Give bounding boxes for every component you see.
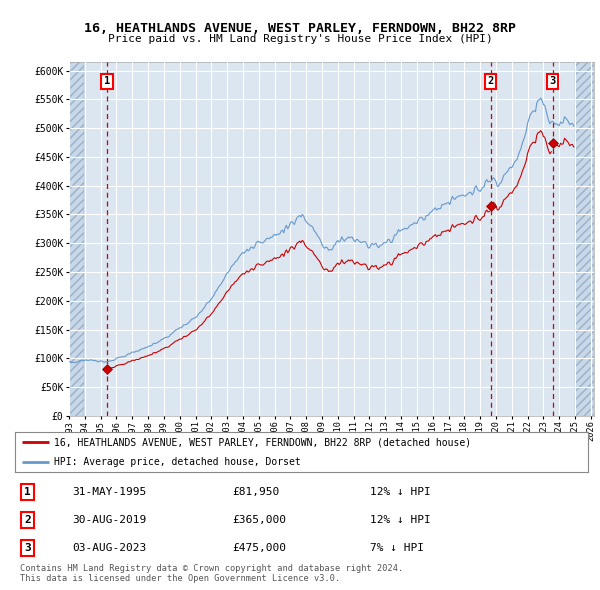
- Text: 03-AUG-2023: 03-AUG-2023: [73, 543, 146, 553]
- Text: 3: 3: [24, 543, 31, 553]
- Text: Contains HM Land Registry data © Crown copyright and database right 2024.: Contains HM Land Registry data © Crown c…: [20, 563, 403, 572]
- Text: This data is licensed under the Open Government Licence v3.0.: This data is licensed under the Open Gov…: [20, 573, 340, 582]
- Bar: [69, 62, 83, 416]
- Text: £475,000: £475,000: [233, 543, 287, 553]
- Text: 2: 2: [24, 515, 31, 525]
- Text: 31-MAY-1995: 31-MAY-1995: [73, 487, 146, 497]
- Text: 16, HEATHLANDS AVENUE, WEST PARLEY, FERNDOWN, BH22 8RP (detached house): 16, HEATHLANDS AVENUE, WEST PARLEY, FERN…: [54, 437, 471, 447]
- Text: 7% ↓ HPI: 7% ↓ HPI: [370, 543, 424, 553]
- Text: HPI: Average price, detached house, Dorset: HPI: Average price, detached house, Dors…: [54, 457, 301, 467]
- Text: Price paid vs. HM Land Registry's House Price Index (HPI): Price paid vs. HM Land Registry's House …: [107, 34, 493, 44]
- Text: 3: 3: [550, 77, 556, 86]
- Bar: [575, 62, 594, 416]
- Text: 2: 2: [488, 77, 494, 86]
- Bar: [69, 62, 83, 416]
- Text: 12% ↓ HPI: 12% ↓ HPI: [370, 515, 431, 525]
- Bar: [575, 62, 594, 416]
- Text: 1: 1: [24, 487, 31, 497]
- Text: £81,950: £81,950: [233, 487, 280, 497]
- Text: 12% ↓ HPI: 12% ↓ HPI: [370, 487, 431, 497]
- Text: 30-AUG-2019: 30-AUG-2019: [73, 515, 146, 525]
- Text: 1: 1: [104, 77, 110, 86]
- Text: 16, HEATHLANDS AVENUE, WEST PARLEY, FERNDOWN, BH22 8RP: 16, HEATHLANDS AVENUE, WEST PARLEY, FERN…: [84, 22, 516, 35]
- Text: £365,000: £365,000: [233, 515, 287, 525]
